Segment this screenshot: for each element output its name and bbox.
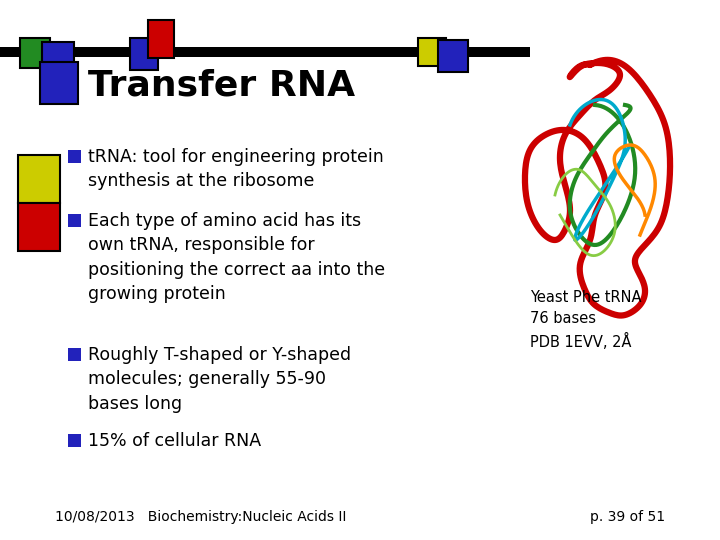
- Bar: [18, 203, 60, 251]
- Bar: [42, 42, 74, 74]
- Bar: [68, 150, 81, 163]
- Text: 15% of cellular RNA: 15% of cellular RNA: [88, 432, 261, 450]
- Bar: [438, 40, 468, 72]
- Bar: [68, 348, 81, 361]
- Bar: [130, 38, 158, 70]
- Bar: [148, 20, 174, 58]
- Text: Each type of amino acid has its
own tRNA, responsible for
positioning the correc: Each type of amino acid has its own tRNA…: [88, 212, 385, 303]
- Bar: [18, 155, 60, 203]
- Text: p. 39 of 51: p. 39 of 51: [590, 510, 665, 524]
- Bar: [20, 38, 50, 68]
- Bar: [40, 62, 78, 104]
- Bar: [0, 47, 530, 57]
- Text: Transfer RNA: Transfer RNA: [88, 68, 355, 102]
- Bar: [68, 434, 81, 447]
- Bar: [68, 214, 81, 227]
- Bar: [418, 38, 446, 66]
- Text: Roughly T-shaped or Y-shaped
molecules; generally 55-90
bases long: Roughly T-shaped or Y-shaped molecules; …: [88, 346, 351, 413]
- Text: 10/08/2013   Biochemistry:Nucleic Acids II: 10/08/2013 Biochemistry:Nucleic Acids II: [55, 510, 346, 524]
- Text: tRNA: tool for engineering protein
synthesis at the ribosome: tRNA: tool for engineering protein synth…: [88, 148, 384, 190]
- Text: Yeast Phe tRNA
76 bases
PDB 1EVV, 2Å: Yeast Phe tRNA 76 bases PDB 1EVV, 2Å: [530, 290, 642, 350]
